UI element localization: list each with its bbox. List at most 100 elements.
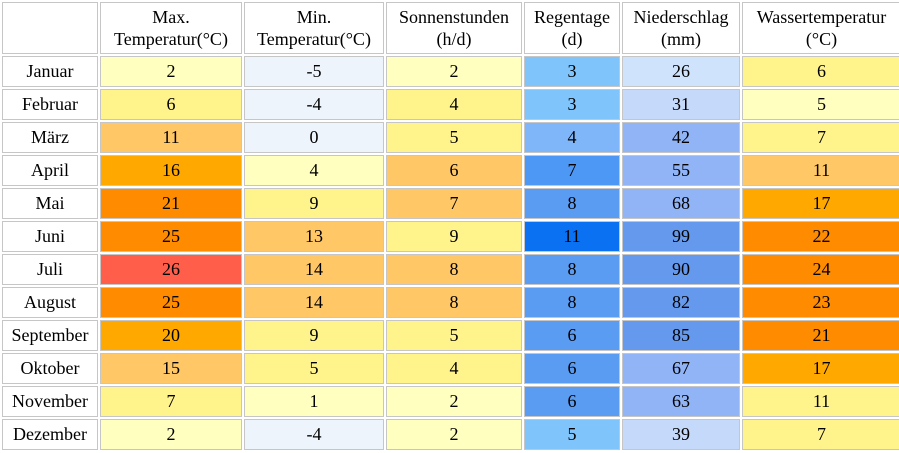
table-row: September 20 9 5 6 85 21 [2,320,899,351]
month-label: November [2,386,98,417]
month-label: Juli [2,254,98,285]
column-header-sun: Sonnenstunden (h/d) [386,2,522,54]
cell-max: 7 [100,386,242,417]
cell-rain_days: 4 [524,122,620,153]
corner-cell [2,2,98,54]
cell-precip: 85 [622,320,740,351]
cell-sun: 6 [386,155,522,186]
cell-precip: 99 [622,221,740,252]
cell-min: 9 [244,320,384,351]
cell-min: 5 [244,353,384,384]
column-header-precip-line2: (mm) [661,29,701,49]
cell-precip: 39 [622,419,740,450]
column-header-max: Max. Temperatur(°C) [100,2,242,54]
cell-rain_days: 6 [524,386,620,417]
cell-max: 20 [100,320,242,351]
cell-precip: 26 [622,56,740,87]
column-header-water: Wassertemperatur (°C) [742,2,899,54]
cell-rain_days: 6 [524,320,620,351]
cell-sun: 8 [386,254,522,285]
cell-rain_days: 5 [524,419,620,450]
cell-water: 17 [742,188,899,219]
cell-precip: 82 [622,287,740,318]
cell-sun: 5 [386,320,522,351]
cell-water: 21 [742,320,899,351]
cell-max: 2 [100,56,242,87]
column-header-min-line1: Min. [296,7,332,27]
table-row: Mai 21 9 7 8 68 17 [2,188,899,219]
cell-water: 7 [742,122,899,153]
column-header-rain_days-line1: Regentage [534,7,610,27]
cell-rain_days: 3 [524,89,620,120]
cell-sun: 9 [386,221,522,252]
column-header-max-line2: Temperatur(°C) [114,29,228,49]
month-label: Mai [2,188,98,219]
cell-rain_days: 8 [524,254,620,285]
cell-min: -5 [244,56,384,87]
cell-max: 25 [100,221,242,252]
table-row: Oktober 15 5 4 6 67 17 [2,353,899,384]
cell-water: 7 [742,419,899,450]
cell-sun: 7 [386,188,522,219]
cell-max: 11 [100,122,242,153]
table-row: März 11 0 5 4 42 7 [2,122,899,153]
table-body: Januar 2 -5 2 3 26 6 Februar 6 -4 4 3 31 5 März 11 0 5 4 42… [2,56,899,450]
column-header-sun-line1: Sonnenstunden [399,7,509,27]
column-header-rain_days: Regentage (d) [524,2,620,54]
month-label: Februar [2,89,98,120]
table-row: Dezember 2 -4 2 5 39 7 [2,419,899,450]
cell-rain_days: 8 [524,188,620,219]
month-label: Januar [2,56,98,87]
cell-min: 9 [244,188,384,219]
cell-sun: 2 [386,419,522,450]
cell-min: -4 [244,419,384,450]
month-label: September [2,320,98,351]
cell-rain_days: 8 [524,287,620,318]
cell-sun: 2 [386,56,522,87]
table-row: Juni 25 13 9 11 99 22 [2,221,899,252]
month-label: April [2,155,98,186]
cell-max: 21 [100,188,242,219]
month-label: Oktober [2,353,98,384]
cell-min: 14 [244,254,384,285]
cell-precip: 31 [622,89,740,120]
table-row: April 16 4 6 7 55 11 [2,155,899,186]
cell-max: 16 [100,155,242,186]
column-header-sun-line2: (h/d) [436,29,472,49]
cell-min: 0 [244,122,384,153]
month-label: Dezember [2,419,98,450]
column-header-min-line2: Temperatur(°C) [257,29,371,49]
cell-rain_days: 7 [524,155,620,186]
table-row: Januar 2 -5 2 3 26 6 [2,56,899,87]
cell-water: 6 [742,56,899,87]
month-label: August [2,287,98,318]
column-header-max-line1: Max. [152,7,190,27]
cell-precip: 67 [622,353,740,384]
cell-min: -4 [244,89,384,120]
cell-precip: 63 [622,386,740,417]
cell-water: 17 [742,353,899,384]
column-header-precip: Niederschlag (mm) [622,2,740,54]
month-label: Juni [2,221,98,252]
cell-max: 25 [100,287,242,318]
cell-min: 1 [244,386,384,417]
cell-sun: 4 [386,353,522,384]
cell-precip: 90 [622,254,740,285]
cell-water: 11 [742,386,899,417]
month-label: März [2,122,98,153]
cell-precip: 42 [622,122,740,153]
cell-min: 14 [244,287,384,318]
column-header-precip-line1: Niederschlag [633,7,729,27]
cell-max: 15 [100,353,242,384]
column-header-rain_days-line2: (d) [561,29,583,49]
column-header-water-line2: (°C) [805,29,838,49]
cell-water: 24 [742,254,899,285]
cell-rain_days: 3 [524,56,620,87]
cell-water: 23 [742,287,899,318]
cell-water: 11 [742,155,899,186]
column-header-water-line1: Wassertemperatur [756,7,887,27]
cell-max: 2 [100,419,242,450]
cell-rain_days: 11 [524,221,620,252]
table-row: Februar 6 -4 4 3 31 5 [2,89,899,120]
